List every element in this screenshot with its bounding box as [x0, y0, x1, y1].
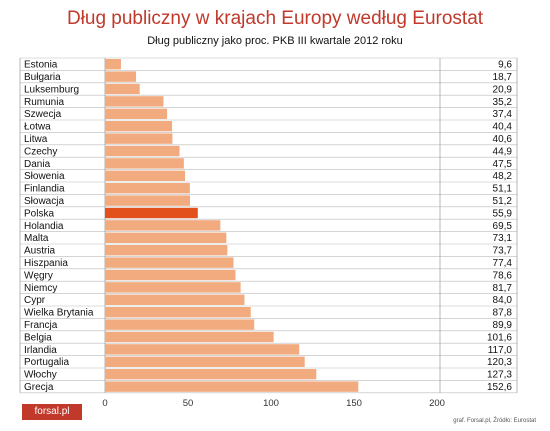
bar-litwa — [105, 133, 173, 144]
bar-węgry — [105, 269, 236, 281]
bar-grecja — [105, 381, 359, 392]
bar-słowacja — [105, 195, 190, 206]
value-label: 127,3 — [487, 370, 512, 381]
category-label: Luksemburg — [24, 84, 79, 95]
category-label: Włochy — [24, 370, 57, 381]
bar-finlandia — [105, 183, 190, 194]
category-label: Hiszpania — [24, 258, 68, 269]
category-label: Grecja — [24, 382, 54, 393]
bar-austria — [105, 245, 228, 256]
x-tick-label: 0 — [102, 398, 107, 409]
value-label: 44,9 — [493, 146, 513, 157]
category-label: Dania — [24, 159, 51, 170]
value-label: 87,8 — [493, 308, 513, 319]
category-label: Estonia — [24, 60, 58, 71]
bar-polska — [105, 207, 198, 219]
value-label: 35,2 — [493, 97, 513, 108]
bar-szwecja — [105, 108, 168, 119]
chart-title: Dług publiczny w krajach Europy według E… — [66, 8, 484, 29]
value-label: 78,6 — [493, 270, 513, 281]
bar-portugalia — [105, 356, 305, 367]
value-label: 152,6 — [487, 382, 512, 393]
category-label: Francja — [24, 320, 58, 331]
category-label: Polska — [24, 208, 54, 219]
chart-subtitle: Dług publiczny jako proc. PKB III kwarta… — [147, 35, 403, 47]
bar-luksemburg — [105, 83, 140, 95]
value-label: 73,1 — [493, 233, 513, 244]
value-label: 84,0 — [493, 295, 513, 306]
value-label: 40,4 — [493, 122, 513, 133]
bar-francja — [105, 319, 255, 330]
value-label: 51,1 — [493, 184, 513, 195]
value-label: 55,9 — [493, 208, 513, 219]
bar-łotwa — [105, 121, 173, 132]
category-label: Łotwa — [24, 122, 51, 133]
value-label: 101,6 — [487, 332, 512, 343]
x-axis-ticks: 0 50 100 150 200 — [102, 398, 445, 409]
category-label: Wielka Brytania — [24, 308, 94, 319]
bar-dania — [105, 158, 184, 169]
x-tick-label: 150 — [346, 398, 362, 409]
value-label: 120,3 — [487, 357, 512, 368]
value-label: 69,5 — [493, 221, 513, 232]
category-label: Cypr — [24, 295, 46, 306]
grid — [19, 57, 518, 394]
bar-bułgaria — [105, 71, 137, 82]
category-label: Portugalia — [24, 357, 69, 368]
category-label: Węgry — [24, 270, 53, 281]
value-label: 73,7 — [493, 246, 513, 257]
bar-czechy — [105, 145, 180, 157]
category-label: Niemcy — [24, 283, 57, 294]
value-label: 48,2 — [493, 171, 513, 182]
category-label: Finlandia — [24, 184, 65, 195]
category-label: Szwecja — [24, 109, 62, 120]
x-tick-label: 50 — [183, 398, 194, 409]
bar-cypr — [105, 294, 245, 305]
category-label: Słowenia — [24, 171, 65, 182]
value-label: 9,6 — [498, 60, 512, 71]
category-label: Austria — [24, 246, 56, 257]
value-labels: 9,618,720,9 35,237,4 40,440,644,9 47,548,2 5… — [487, 60, 512, 393]
value-label: 20,9 — [493, 84, 513, 95]
bar-irlandia — [105, 344, 300, 355]
bar-niemcy — [105, 282, 241, 293]
bar-estonia — [105, 59, 121, 70]
bar-rumunia — [105, 96, 164, 107]
x-tick-label: 100 — [263, 398, 279, 409]
category-label: Rumunia — [24, 97, 64, 108]
bar-malta — [105, 232, 227, 243]
bar-holandia — [105, 220, 221, 231]
value-label: 18,7 — [493, 72, 513, 83]
category-label: Słowacja — [24, 196, 64, 207]
value-label: 47,5 — [493, 159, 513, 170]
bar-włochy — [105, 369, 317, 380]
x-tick-label: 200 — [429, 398, 445, 409]
value-label: 77,4 — [493, 258, 513, 269]
value-label: 89,9 — [493, 320, 513, 331]
category-label: Holandia — [24, 221, 64, 232]
category-label: Irlandia — [24, 345, 57, 356]
bar-słowenia — [105, 170, 186, 181]
value-label: 51,2 — [493, 196, 513, 207]
value-label: 81,7 — [493, 283, 513, 294]
bars — [105, 59, 359, 392]
bar-wielka-brytania — [105, 307, 251, 318]
value-label: 117,0 — [488, 345, 513, 356]
source-note: graf. Forsal.pl, Źródło: Eurostat — [453, 418, 536, 424]
category-label: Litwa — [24, 134, 48, 145]
category-label: Malta — [24, 233, 49, 244]
bar-belgia — [105, 331, 274, 343]
category-label: Czechy — [24, 146, 57, 157]
bar-hiszpania — [105, 257, 234, 268]
category-label: Belgia — [24, 332, 52, 343]
category-label: Bułgaria — [24, 72, 61, 83]
brand-logo: forsal.pl — [22, 404, 82, 420]
value-label: 37,4 — [493, 109, 513, 120]
value-label: 40,6 — [493, 134, 513, 145]
